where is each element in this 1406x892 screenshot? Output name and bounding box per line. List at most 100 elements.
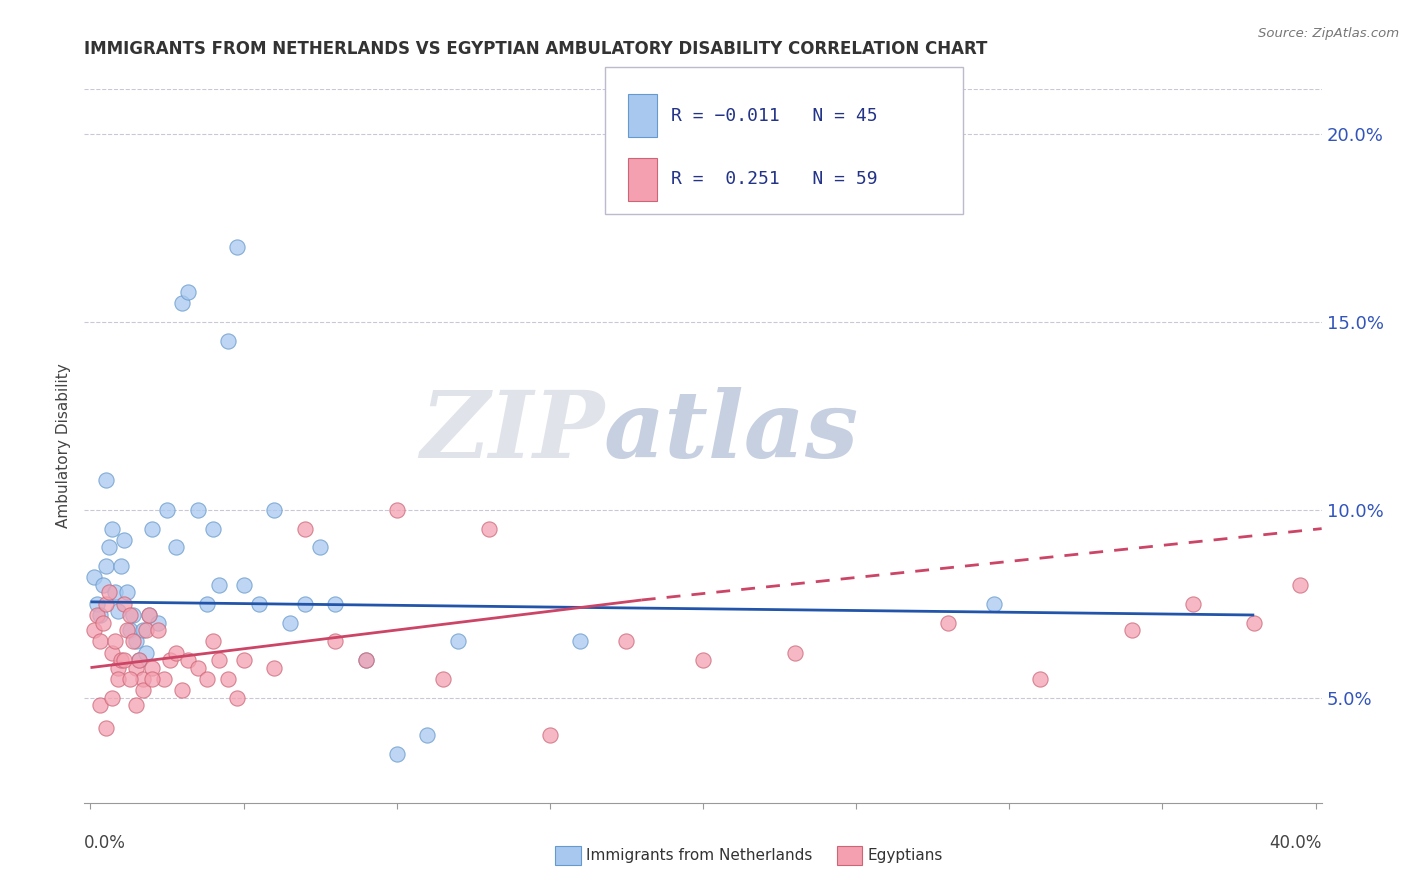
Point <box>141 522 163 536</box>
Y-axis label: Ambulatory Disability: Ambulatory Disability <box>56 364 72 528</box>
Point <box>107 660 129 674</box>
Point <box>569 634 592 648</box>
Point <box>122 607 145 622</box>
Point <box>120 607 142 622</box>
Point <box>1289 578 1312 592</box>
Point <box>1121 623 1143 637</box>
Point <box>1029 672 1052 686</box>
Point <box>107 604 129 618</box>
Point <box>128 653 150 667</box>
Point <box>247 597 270 611</box>
Text: Source: ZipAtlas.com: Source: ZipAtlas.com <box>1258 27 1399 40</box>
Point <box>141 660 163 674</box>
Point <box>146 615 169 630</box>
Point <box>159 653 181 667</box>
Point <box>83 623 105 637</box>
Text: Immigrants from Netherlands: Immigrants from Netherlands <box>586 848 813 863</box>
Point <box>146 623 169 637</box>
Point <box>616 634 638 648</box>
Point <box>122 634 145 648</box>
Point <box>217 334 239 348</box>
Point <box>115 623 138 637</box>
Point <box>538 728 561 742</box>
Point <box>201 522 224 536</box>
Point <box>172 683 194 698</box>
Point <box>217 672 239 686</box>
Point <box>128 653 150 667</box>
Point <box>172 296 194 310</box>
Point <box>89 698 111 713</box>
Point <box>141 672 163 686</box>
Point <box>177 653 200 667</box>
Point <box>115 585 138 599</box>
Text: 40.0%: 40.0% <box>1270 834 1322 852</box>
Point <box>86 597 108 611</box>
Point <box>131 683 153 698</box>
Point <box>294 522 316 536</box>
Point <box>112 597 135 611</box>
Point <box>138 607 160 622</box>
Point <box>432 672 454 686</box>
Point <box>692 653 714 667</box>
Point <box>447 634 470 648</box>
Point <box>112 533 135 547</box>
Point <box>101 646 124 660</box>
Point <box>101 522 124 536</box>
Point <box>104 585 127 599</box>
Point <box>354 653 377 667</box>
Point <box>101 690 124 705</box>
Point <box>138 607 160 622</box>
Point <box>385 503 408 517</box>
Point <box>135 623 157 637</box>
Point <box>107 672 129 686</box>
Point <box>94 721 117 735</box>
Point <box>83 570 105 584</box>
Point <box>131 623 153 637</box>
Bar <box>837 846 862 865</box>
Point <box>165 541 187 555</box>
Point <box>89 607 111 622</box>
Text: 0.0%: 0.0% <box>84 834 127 852</box>
Point <box>120 672 142 686</box>
Point <box>983 597 1005 611</box>
Text: IMMIGRANTS FROM NETHERLANDS VS EGYPTIAN AMBULATORY DISABILITY CORRELATION CHART: IMMIGRANTS FROM NETHERLANDS VS EGYPTIAN … <box>84 40 988 58</box>
Point <box>226 690 249 705</box>
Point <box>1243 615 1265 630</box>
Point <box>120 623 142 637</box>
Point <box>94 473 117 487</box>
Point <box>125 660 148 674</box>
Point <box>94 559 117 574</box>
Point <box>278 615 301 630</box>
Point <box>112 653 135 667</box>
Point <box>232 653 254 667</box>
Point <box>416 728 439 742</box>
Point <box>208 653 231 667</box>
Point <box>97 585 120 599</box>
Point <box>226 240 249 254</box>
Point <box>156 503 179 517</box>
Point <box>263 503 285 517</box>
Point <box>309 541 332 555</box>
Point <box>294 597 316 611</box>
Point <box>94 597 117 611</box>
Text: R =  0.251   N = 59: R = 0.251 N = 59 <box>671 170 877 188</box>
Point <box>135 646 157 660</box>
Point <box>89 634 111 648</box>
Point <box>783 646 806 660</box>
Point <box>385 747 408 761</box>
Point <box>91 615 114 630</box>
Point <box>177 285 200 299</box>
Point <box>354 653 377 667</box>
Point <box>195 597 218 611</box>
Point <box>104 634 127 648</box>
Point <box>86 607 108 622</box>
Point <box>1182 597 1205 611</box>
Point <box>263 660 285 674</box>
Point <box>201 634 224 648</box>
Point <box>153 672 176 686</box>
Point <box>110 653 132 667</box>
Text: Egyptians: Egyptians <box>868 848 943 863</box>
Point <box>325 597 347 611</box>
Point <box>91 578 114 592</box>
Point <box>125 698 148 713</box>
